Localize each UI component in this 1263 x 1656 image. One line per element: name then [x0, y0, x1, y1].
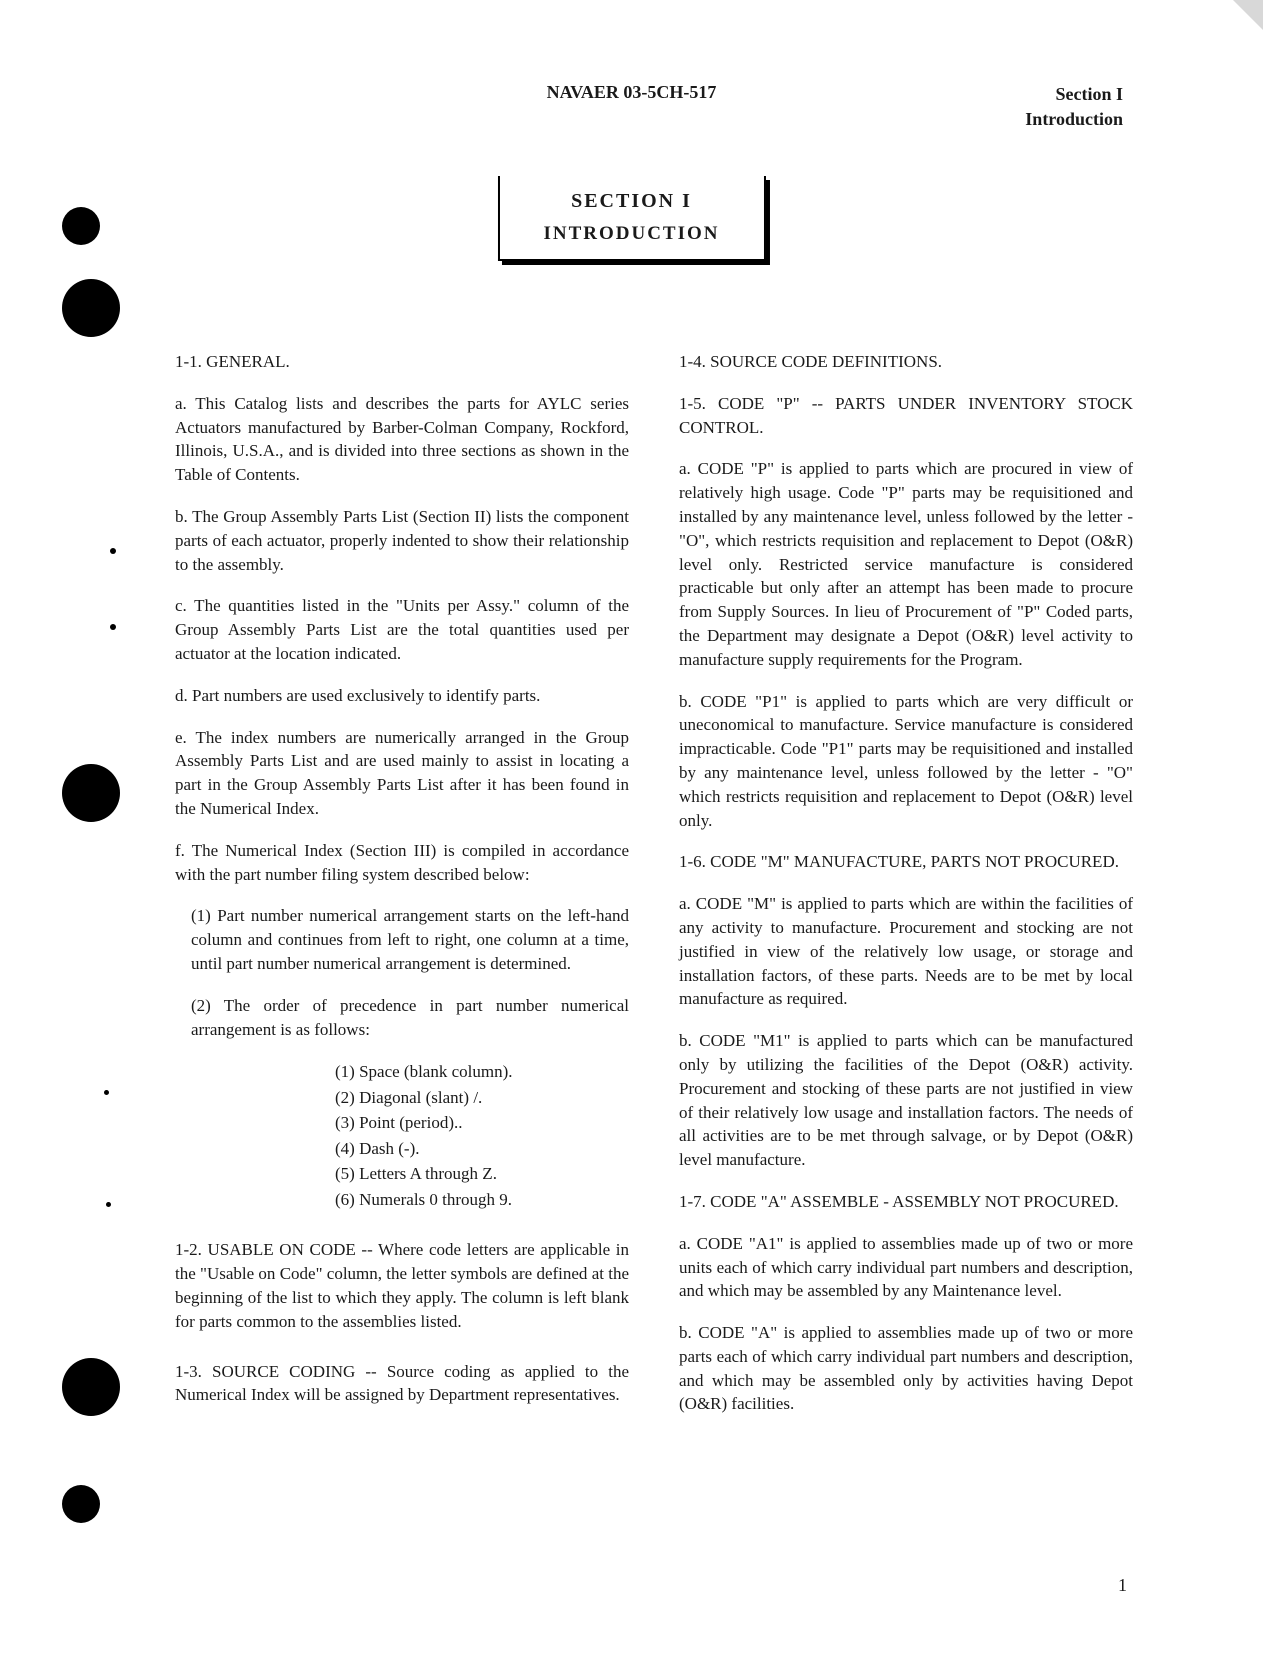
- page-corner-fold: [1233, 0, 1263, 30]
- para-1-5-b: b. CODE "P1" is applied to parts which a…: [679, 690, 1133, 833]
- list-item-1: (1) Space (blank column).: [335, 1059, 629, 1085]
- para-1-5-a: a. CODE "P" is applied to parts which ar…: [679, 457, 1133, 671]
- punch-hole: [62, 1485, 100, 1523]
- heading-1-6: 1-6. CODE "M" MANUFACTURE, PARTS NOT PRO…: [679, 850, 1133, 874]
- section-label: Section I: [1025, 82, 1123, 107]
- para-1-1-f-1: (1) Part number numerical arrangement st…: [175, 904, 629, 975]
- heading-1-5: 1-5. CODE "P" -- PARTS UNDER INVENTORY S…: [679, 392, 1133, 440]
- content-area: 1-1. GENERAL. a. This Catalog lists and …: [175, 350, 1133, 1434]
- page-header: NAVAER 03-5CH-517 Section I Introduction: [0, 82, 1263, 132]
- para-1-7-a: a. CODE "A1" is applied to assemblies ma…: [679, 1232, 1133, 1303]
- heading-1-7: 1-7. CODE "A" ASSEMBLE - ASSEMBLY NOT PR…: [679, 1190, 1133, 1214]
- para-1-1-f-2: (2) The order of precedence in part numb…: [175, 994, 629, 1042]
- left-column: 1-1. GENERAL. a. This Catalog lists and …: [175, 350, 629, 1434]
- punch-hole: [62, 279, 120, 337]
- punch-hole: [62, 207, 100, 245]
- heading-1-5-text: 1-5. CODE "P" -- PARTS UNDER INVENTORY S…: [679, 394, 1133, 437]
- stray-mark: [110, 548, 116, 554]
- page-number: 1: [1118, 1575, 1127, 1596]
- para-1-6-b: b. CODE "M1" is applied to parts which c…: [679, 1029, 1133, 1172]
- list-item-4: (4) Dash (-).: [335, 1136, 629, 1162]
- precedence-list: (1) Space (blank column). (2) Diagonal (…: [335, 1059, 629, 1212]
- heading-1-3: 1-3. SOURCE CODING -- Source coding as a…: [175, 1360, 629, 1408]
- para-1-7-b: b. CODE "A" is applied to assemblies mad…: [679, 1321, 1133, 1416]
- para-1-1-e: e. The index numbers are numerically arr…: [175, 726, 629, 821]
- para-1-1-f: f. The Numerical Index (Section III) is …: [175, 839, 629, 887]
- list-item-2: (2) Diagonal (slant) /.: [335, 1085, 629, 1111]
- list-item-3: (3) Point (period)..: [335, 1110, 629, 1136]
- right-column: 1-4. SOURCE CODE DEFINITIONS. 1-5. CODE …: [679, 350, 1133, 1434]
- heading-1-1: 1-1. GENERAL.: [175, 350, 629, 374]
- list-item-5: (5) Letters A through Z.: [335, 1161, 629, 1187]
- doc-id: NAVAER 03-5CH-517: [547, 82, 717, 103]
- para-1-1-c: c. The quantities listed in the "Units p…: [175, 594, 629, 665]
- stray-mark: [106, 1202, 111, 1207]
- section-subtitle: INTRODUCTION: [543, 223, 719, 245]
- para-1-1-a: a. This Catalog lists and describes the …: [175, 392, 629, 487]
- para-1-6-a: a. CODE "M" is applied to parts which ar…: [679, 892, 1133, 1011]
- section-name: Introduction: [1025, 107, 1123, 132]
- section-title: SECTION I: [543, 190, 719, 213]
- list-item-6: (6) Numerals 0 through 9.: [335, 1187, 629, 1213]
- para-1-1-d: d. Part numbers are used exclusively to …: [175, 684, 629, 708]
- stray-mark: [110, 624, 116, 630]
- heading-1-2: 1-2. USABLE ON CODE -- Where code letter…: [175, 1238, 629, 1333]
- section-title-box: SECTION I INTRODUCTION: [497, 176, 765, 261]
- header-right: Section I Introduction: [1025, 82, 1123, 132]
- heading-1-4: 1-4. SOURCE CODE DEFINITIONS.: [679, 350, 1133, 374]
- stray-mark: [104, 1090, 109, 1095]
- punch-hole: [62, 764, 120, 822]
- para-1-1-b: b. The Group Assembly Parts List (Sectio…: [175, 505, 629, 576]
- punch-hole: [62, 1358, 120, 1416]
